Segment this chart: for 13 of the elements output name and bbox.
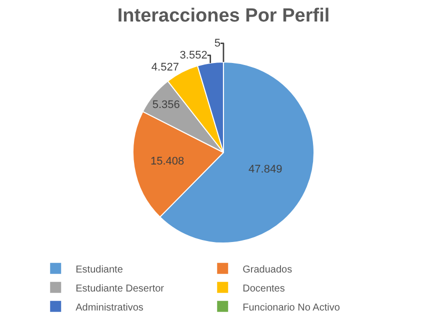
data-label: 3.552 xyxy=(180,49,208,62)
data-label: 5 xyxy=(214,37,220,50)
legend-label: Estudiante Desertor xyxy=(76,283,165,294)
legend-label: Funcionario No Activo xyxy=(242,302,340,314)
legend-label: Estudiante xyxy=(76,264,124,276)
data-label: 5.356 xyxy=(152,99,180,112)
chart-title: Interacciones Por Perfil xyxy=(117,6,330,27)
legend-label: Docentes xyxy=(242,283,285,294)
legend-label: Administrativos xyxy=(76,302,144,314)
data-label: 4.527 xyxy=(151,61,179,74)
data-label: 15.408 xyxy=(150,156,184,168)
legend-label: Graduados xyxy=(242,264,292,276)
data-label: 47.849 xyxy=(248,164,282,176)
